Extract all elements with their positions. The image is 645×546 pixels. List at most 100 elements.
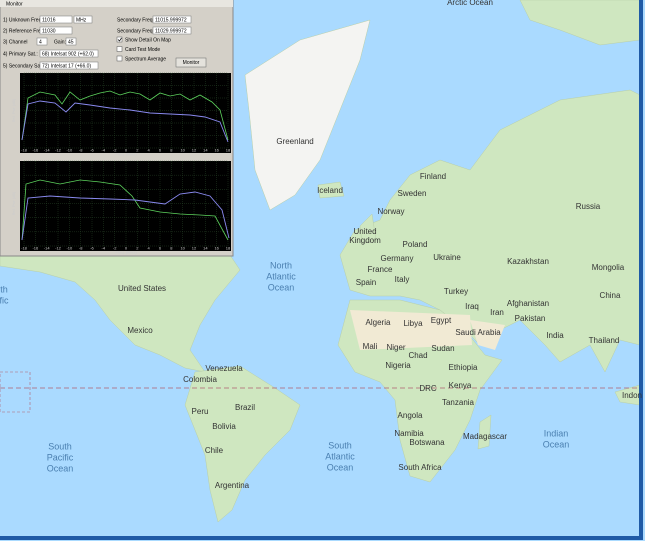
input (65, 37, 77, 46)
x-tick-label: -6 (90, 246, 94, 251)
place-label: Sweden (398, 189, 427, 198)
x-tick-label: -4 (102, 148, 106, 153)
place-label: Kingdom (349, 236, 381, 245)
x-tick-label: 0 (125, 148, 128, 153)
place-label: Argentina (215, 481, 250, 490)
place-label: Ethiopia (449, 363, 478, 372)
input-text: 68) Intelsat 902 (+62.0) (42, 51, 94, 57)
x-tick-label: -14 (44, 148, 51, 153)
x-tick-label: 6 (159, 246, 162, 251)
monitor-button[interactable] (175, 57, 207, 68)
field-label: 2) Reference Freq.: (3, 28, 46, 34)
place-label: Venezuela (205, 364, 243, 373)
x-tick-label: 10 (180, 246, 185, 251)
x-tick-label: -12 (55, 246, 62, 251)
ocean-label: North (270, 260, 292, 270)
x-tick-label: -16 (32, 148, 39, 153)
field-label: Secondary Freq.: (117, 17, 155, 23)
place-label: Colombia (183, 375, 217, 384)
place-label: France (368, 265, 393, 274)
ocean-label: th (0, 284, 8, 294)
place-label: Mexico (127, 326, 153, 335)
input-text: 11029.999972 (155, 28, 187, 34)
place-label: Kazakhstan (507, 257, 549, 266)
place-label: Poland (403, 240, 428, 249)
form: 1) Unknown Freq.:11016 MHz 2) Reference Fr… (3, 15, 207, 69)
place-label: Namibia (394, 429, 424, 438)
trace (21, 100, 229, 143)
y-axis-label: Rel. Pwr (dB) (11, 98, 16, 122)
plot-2 (20, 161, 231, 251)
ocean-label: Indian (544, 428, 569, 438)
place-label: Madagascar (463, 432, 507, 441)
x-tick-label: 2 (136, 246, 139, 251)
x-tick-label: 2 (136, 148, 139, 153)
panel: Monitor 1) Unknown Freq.:11016 MHz 2) Refe… (0, 0, 234, 257)
field-label: 1) Unknown Freq.: (3, 17, 44, 23)
x-tick-label: 0 (125, 246, 128, 251)
x-tick-label: -16 (32, 246, 39, 251)
field-label: Gain: (54, 39, 66, 45)
ocean-label: South (48, 441, 72, 451)
place-label: Libya (403, 319, 423, 328)
place-label: DRC (419, 384, 437, 393)
place-label: Kenya (449, 381, 472, 390)
x-tick-label: 10 (180, 148, 185, 153)
place-label: Botswana (409, 438, 445, 447)
x-tick-label: -6 (90, 148, 94, 153)
ocean-label: fic (0, 295, 9, 305)
check (117, 37, 122, 42)
place-label: United States (118, 284, 166, 293)
place-label: Ukraine (433, 253, 461, 262)
place-label: Finland (420, 172, 446, 181)
place-label: China (600, 291, 621, 300)
place-label: Algeria (366, 318, 391, 327)
select-text: MHz (76, 17, 87, 23)
place-label: Peru (192, 407, 209, 416)
place-label: Spain (356, 278, 376, 287)
x-tick-label: 4 (148, 246, 151, 251)
ocean-label: Pacific (47, 452, 74, 462)
x-tick-label: 6 (159, 148, 162, 153)
x-tick-label: -12 (55, 148, 62, 153)
boundary (0, 371, 31, 413)
place-label: Mali (363, 342, 378, 351)
place-label: Angola (398, 411, 423, 420)
map-labels: Arctic Ocean Greenland Iceland Finland Swede… (0, 0, 642, 490)
place-label: Nigeria (385, 361, 411, 370)
place-label: Tanzania (442, 398, 475, 407)
place-label: Niger (386, 343, 405, 352)
field-label: 5) Secondary Sat.: (3, 63, 44, 69)
field-label: 3) Channel (3, 39, 27, 45)
field-label: Secondary Freq.: (117, 28, 155, 34)
x-tick-label: 16 (214, 148, 219, 153)
x-tick-label: -2 (113, 246, 117, 251)
x-axis-label: Freq. (MHz) (115, 152, 137, 157)
ocean-label: Ocean (543, 439, 570, 449)
checkbox-label: Card Test Mode (125, 47, 160, 53)
x-tick-label: 14 (203, 246, 208, 251)
x-tick-label: 8 (170, 246, 173, 251)
place-label: Iraq (465, 302, 479, 311)
place-label: Bolivia (212, 422, 236, 431)
input (39, 49, 99, 58)
ocean-label: South (328, 440, 352, 450)
place-label: United (353, 227, 376, 236)
x-tick-label: 4 (148, 148, 151, 153)
place-label: Italy (395, 275, 410, 284)
plot-1 (20, 73, 231, 153)
place-label: India (546, 331, 564, 340)
place-label: Arctic Ocean (447, 0, 493, 7)
input (39, 26, 73, 35)
field-label: 4) Primary Sat.: (3, 51, 38, 57)
place-label: Norway (377, 207, 404, 216)
select (73, 15, 93, 24)
button-label[interactable]: Monitor (183, 60, 200, 66)
checkbox (116, 36, 123, 43)
ocean-label: Atlantic (266, 271, 296, 281)
checkbox (116, 46, 123, 52)
x-tick-label: -18 (21, 148, 28, 153)
place-label: Germany (381, 254, 414, 263)
y-axis-label: Rel. Pwr (dB) (11, 191, 16, 215)
